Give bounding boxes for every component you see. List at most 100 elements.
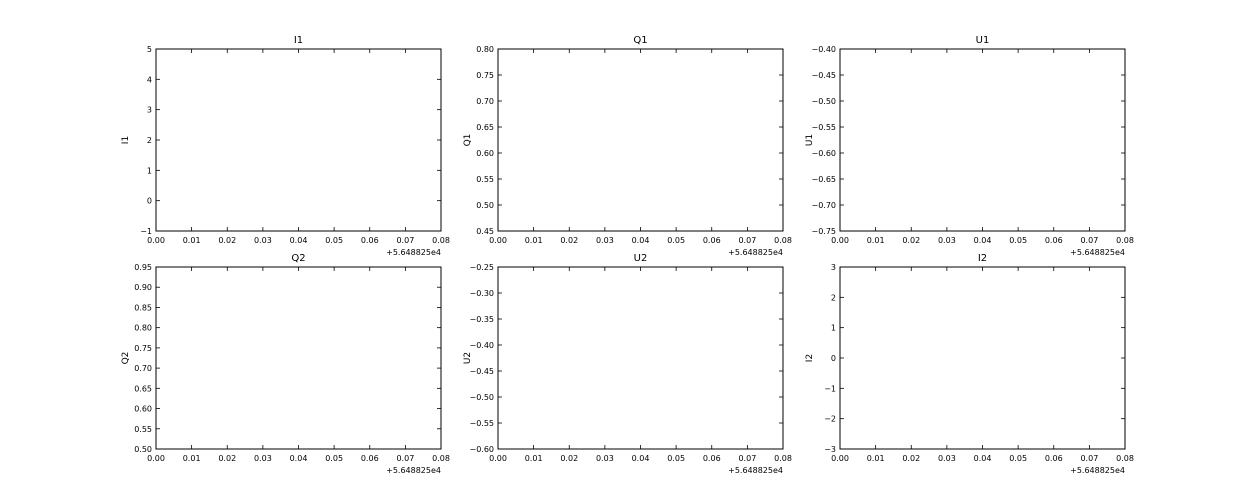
panel-q2-xtick-label: 0.08 bbox=[432, 454, 450, 463]
panel-u2-ytick-label: −0.60 bbox=[469, 445, 494, 454]
panel-i1-ytick-label: 3 bbox=[147, 106, 152, 115]
panel-q2-ytick-label: 0.50 bbox=[134, 445, 152, 454]
panel-q2-ytick-label: 0.70 bbox=[134, 364, 152, 373]
panel-i2-xtick-label: 0.01 bbox=[867, 454, 885, 463]
panel-u2-xtick-label: 0.03 bbox=[596, 454, 614, 463]
panel-q2-ytick-label: 0.85 bbox=[134, 303, 152, 312]
panel-q2-frame bbox=[155, 266, 442, 450]
panel-i2: 0.00 0.01 0.02 0.03 0.04 0.05 0.06 0.07 0.08 −3 −2… bbox=[805, 253, 1134, 475]
panel-u1-ytick-label: −0.70 bbox=[811, 201, 836, 210]
panel-q1-ylabel: Q1 bbox=[463, 134, 473, 147]
panel-u1-x-offset-label: +5.648825e4 bbox=[1070, 248, 1125, 257]
panel-i1-ytick-label: 0 bbox=[147, 197, 152, 206]
panel-u1-frame bbox=[839, 48, 1126, 232]
panel-i2-ytick-label: 0 bbox=[831, 354, 836, 363]
panel-i1-xtick-label: 0.08 bbox=[432, 236, 450, 245]
panel-q2-ytick-label: 0.60 bbox=[134, 405, 152, 414]
panel-q1-xtick-label: 0.00 bbox=[489, 236, 507, 245]
panel-u2-ytick-label: −0.40 bbox=[469, 341, 494, 350]
panel-i2-ytick-label: 2 bbox=[831, 293, 836, 302]
panel-u1-xtick-label: 0.06 bbox=[1045, 236, 1063, 245]
panel-i1: 0.00 0.01 0.02 0.03 0.04 0.05 0.06 0.07 0.08 −1 0 1… bbox=[121, 35, 450, 257]
panel-i1-x-offset-label: +5.648825e4 bbox=[386, 248, 441, 257]
panel-u2-title: U2 bbox=[634, 253, 648, 264]
panel-u1-ytick-label: −0.60 bbox=[811, 149, 836, 158]
panel-q2-ytick-label: 0.75 bbox=[134, 344, 152, 353]
panel-q1-ytick-label: 0.60 bbox=[476, 149, 494, 158]
panel-i1-xtick-label: 0.07 bbox=[396, 236, 414, 245]
panel-i1-ytick-label: 2 bbox=[147, 136, 152, 145]
panel-i1-xtick-label: 0.00 bbox=[147, 236, 165, 245]
panel-q1-x-offset-label: +5.648825e4 bbox=[728, 248, 783, 257]
panel-i2-xtick-label: 0.07 bbox=[1080, 454, 1098, 463]
panel-u2-x-offset-label: +5.648825e4 bbox=[728, 466, 783, 475]
panel-i2-frame bbox=[839, 266, 1126, 450]
panel-i1-ylabel: I1 bbox=[121, 136, 131, 144]
panel-i2-xtick-label: 0.06 bbox=[1045, 454, 1063, 463]
panel-i2-ytick-label: −3 bbox=[824, 445, 836, 454]
panel-q1-ytick-label: 0.50 bbox=[476, 201, 494, 210]
panel-i1-ytick-label: 4 bbox=[147, 75, 152, 84]
panel-q2-xtick-label: 0.00 bbox=[147, 454, 165, 463]
panel-u1-xtick-label: 0.00 bbox=[831, 236, 849, 245]
panel-i1-xtick-label: 0.06 bbox=[361, 236, 379, 245]
panel-q2-xtick-label: 0.02 bbox=[218, 454, 236, 463]
panel-q2-ytick-label: 0.65 bbox=[134, 384, 152, 393]
panel-u2-xtick-label: 0.05 bbox=[667, 454, 685, 463]
panel-i2-xtick-label: 0.02 bbox=[902, 454, 920, 463]
panel-q2-xtick-label: 0.01 bbox=[183, 454, 201, 463]
panel-q2: 0.00 0.01 0.02 0.03 0.04 0.05 0.06 0.07 0.08 0.50… bbox=[121, 253, 450, 475]
panel-i2-xtick-label: 0.08 bbox=[1116, 454, 1134, 463]
panel-u1-xtick-label: 0.03 bbox=[938, 236, 956, 245]
panel-q1-ytick-label: 0.45 bbox=[476, 227, 494, 236]
panel-u2-ytick-label: −0.45 bbox=[469, 367, 494, 376]
panel-i1-xtick-label: 0.04 bbox=[290, 236, 308, 245]
panel-i1-title: I1 bbox=[294, 35, 303, 46]
panel-i1-xtick-label: 0.02 bbox=[218, 236, 236, 245]
panel-q1-xtick-label: 0.07 bbox=[738, 236, 756, 245]
panel-u2-xtick-label: 0.04 bbox=[632, 454, 650, 463]
panel-q1-ytick-label: 0.80 bbox=[476, 45, 494, 54]
panel-q1-xtick-label: 0.03 bbox=[596, 236, 614, 245]
panel-u1-ytick-label: −0.75 bbox=[811, 227, 836, 236]
panel-u1-xtick-label: 0.08 bbox=[1116, 236, 1134, 245]
panel-u2-frame bbox=[497, 266, 784, 450]
panel-i1-xtick-label: 0.01 bbox=[183, 236, 201, 245]
panel-u2: 0.00 0.01 0.02 0.03 0.04 0.05 0.06 0.07 0.08 −0.6… bbox=[463, 253, 792, 475]
panel-q2-ytick-label: 0.80 bbox=[134, 324, 152, 333]
panel-q1-title: Q1 bbox=[633, 35, 647, 46]
panel-u2-ytick-label: −0.25 bbox=[469, 263, 494, 272]
panel-u1-xtick-label: 0.05 bbox=[1009, 236, 1027, 245]
panel-q1-xtick-label: 0.08 bbox=[774, 236, 792, 245]
panel-i2-ytick-label: 3 bbox=[831, 263, 836, 272]
panel-u2-xtick-label: 0.00 bbox=[489, 454, 507, 463]
panel-i1-xtick-label: 0.05 bbox=[325, 236, 343, 245]
panel-q2-ylabel: Q2 bbox=[121, 352, 131, 365]
panel-i2-xtick-label: 0.00 bbox=[831, 454, 849, 463]
panel-u2-xtick-label: 0.07 bbox=[738, 454, 756, 463]
panel-i2-ylabel: I2 bbox=[805, 354, 815, 362]
panel-q1-ytick-label: 0.75 bbox=[476, 71, 494, 80]
panel-u2-xtick-label: 0.08 bbox=[774, 454, 792, 463]
panel-i2-ytick-label: −2 bbox=[824, 415, 836, 424]
panel-i1-ytick-label: 5 bbox=[147, 45, 152, 54]
panel-u1-xtick-label: 0.01 bbox=[867, 236, 885, 245]
panel-q1-frame bbox=[497, 48, 784, 232]
panel-q1: 0.00 0.01 0.02 0.03 0.04 0.05 0.06 0.07 0.08 0.45… bbox=[463, 35, 792, 257]
panel-i2-ytick-label: −1 bbox=[824, 384, 836, 393]
panel-u1-xtick-label: 0.02 bbox=[902, 236, 920, 245]
panel-u2-ytick-label: −0.55 bbox=[469, 419, 494, 428]
panel-q2-ytick-label: 0.55 bbox=[134, 425, 152, 434]
panel-i2-ytick-label: 1 bbox=[831, 324, 836, 333]
panel-q1-xtick-label: 0.04 bbox=[632, 236, 650, 245]
panel-u2-xtick-label: 0.01 bbox=[525, 454, 543, 463]
panel-u1-ytick-label: −0.40 bbox=[811, 45, 836, 54]
panel-u1-title: U1 bbox=[976, 35, 990, 46]
panel-q1-xtick-label: 0.01 bbox=[525, 236, 543, 245]
panel-u1-ylabel: U1 bbox=[805, 134, 815, 146]
panel-q2-xtick-label: 0.06 bbox=[361, 454, 379, 463]
panel-q1-ytick-label: 0.70 bbox=[476, 97, 494, 106]
panel-u1-ytick-label: −0.45 bbox=[811, 71, 836, 80]
panel-i2-title: I2 bbox=[978, 253, 987, 264]
panel-u2-ytick-label: −0.35 bbox=[469, 315, 494, 324]
